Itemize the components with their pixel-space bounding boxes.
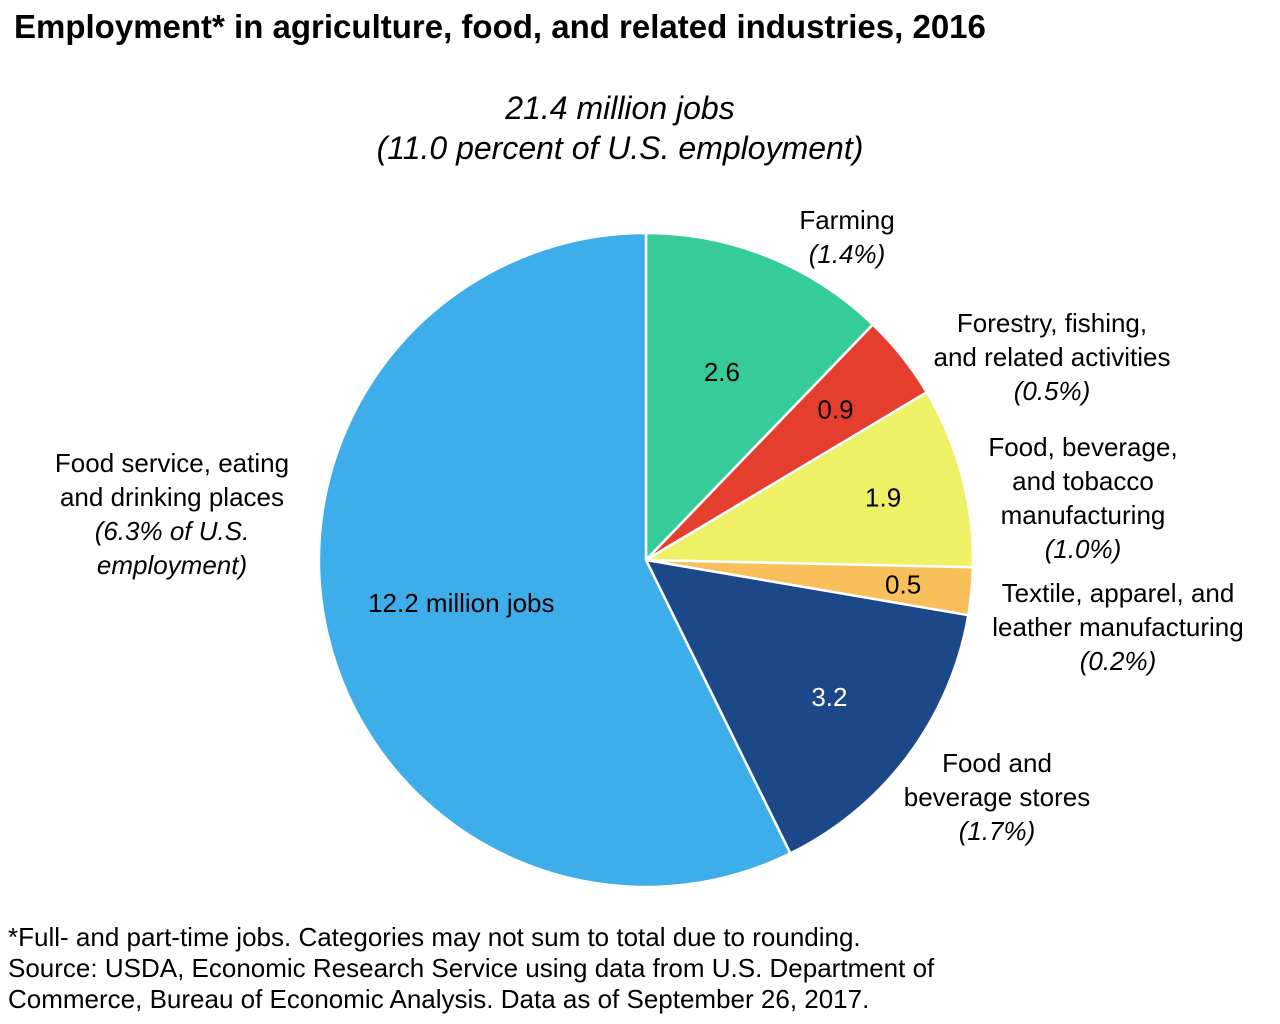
category-name-textile-apparel-leather-mfg: Textile, apparel, and (1002, 578, 1235, 608)
footnote: *Full- and part-time jobs. Categories ma… (8, 922, 934, 1015)
category-label-farming: Farming (1.4%) (799, 205, 894, 269)
category-name-food-beverage-tobacco-mfg: Food, beverage, (988, 432, 1177, 462)
category-label-food-service: Food service, eating and drinking places (… (55, 448, 289, 580)
category-name-food-beverage-stores: beverage stores (904, 782, 1090, 812)
value-label-food-beverage-stores: 3.2 (811, 682, 847, 712)
value-label-food-service: 12.2 million jobs (368, 588, 554, 618)
category-share-food-service: (6.3% of U.S. (95, 516, 250, 546)
pie-slice-farming (644, 231, 875, 562)
category-name-forestry-fishing: Forestry, fishing, (957, 308, 1147, 338)
category-label-textile-apparel-leather-mfg: Textile, apparel, and leather manufacturi… (992, 578, 1243, 676)
category-share-food-beverage-stores: (1.7%) (959, 816, 1036, 846)
category-name-food-service: and drinking places (60, 482, 284, 512)
slice-value-labels: 2.6 0.9 1.9 0.5 3.2 12.2 million jobs (368, 357, 921, 712)
footnote-line-source-cont: Commerce, Bureau of Economic Analysis. D… (8, 984, 870, 1014)
category-name-food-service: Food service, eating (55, 448, 289, 478)
category-share-food-beverage-tobacco-mfg: (1.0%) (1045, 534, 1122, 564)
category-share-farming: (1.4%) (809, 239, 886, 269)
pie-slice-food-service (317, 231, 792, 889)
chart-subtitle: 21.4 million jobs (11.0 percent of U.S. … (280, 88, 960, 168)
category-name-textile-apparel-leather-mfg: leather manufacturing (992, 612, 1243, 642)
value-label-farming: 2.6 (704, 357, 740, 387)
footnote-line-jobs-note: *Full- and part-time jobs. Categories ma… (8, 922, 861, 952)
subtitle-percent-employment: (11.0 percent of U.S. employment) (376, 130, 864, 166)
pie-slices (317, 231, 975, 889)
value-label-forestry-fishing: 0.9 (817, 395, 853, 425)
value-label-food-beverage-tobacco-mfg: 1.9 (865, 482, 901, 512)
category-label-forestry-fishing: Forestry, fishing, and related activities… (933, 308, 1170, 406)
category-name-farming: Farming (799, 205, 894, 235)
subtitle-total-jobs: 21.4 million jobs (505, 90, 735, 126)
category-name-food-beverage-tobacco-mfg: and tobacco (1012, 466, 1154, 496)
pie-slice-food-beverage-stores (644, 558, 970, 855)
chart-title: Employment* in agriculture, food, and re… (14, 8, 986, 45)
category-name-food-beverage-tobacco-mfg: manufacturing (1001, 500, 1166, 530)
category-label-food-beverage-tobacco-mfg: Food, beverage, and tobacco manufacturing (… (988, 432, 1177, 564)
value-label-textile-apparel-leather-mfg: 0.5 (885, 570, 921, 600)
category-label-food-beverage-stores: Food and beverage stores (1.7%) (904, 748, 1090, 846)
footnote-line-source: Source: USDA, Economic Research Service … (8, 953, 935, 983)
category-name-food-beverage-stores: Food and (942, 748, 1052, 778)
category-share-textile-apparel-leather-mfg: (0.2%) (1080, 646, 1157, 676)
pie-slice-food-beverage-tobacco-mfg (644, 391, 975, 569)
slice-name-labels: Farming (1.4%) Forestry, fishing, and relat… (55, 205, 1244, 846)
category-share-forestry-fishing: (0.5%) (1014, 376, 1091, 406)
category-name-forestry-fishing: and related activities (933, 342, 1170, 372)
category-share-food-service: employment) (97, 550, 247, 580)
